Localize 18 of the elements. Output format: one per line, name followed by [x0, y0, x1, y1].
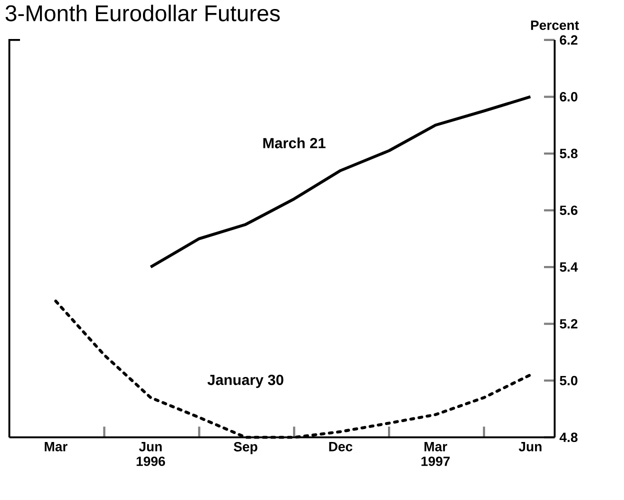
y-tick-label: 5.8: [560, 148, 578, 158]
chart-title: 3-Month Eurodollar Futures: [6, 4, 280, 22]
x-tick-label: Mar 1997: [421, 442, 450, 466]
y-tick-label: 6.0: [560, 92, 578, 102]
x-tick-label: Sep: [234, 442, 258, 454]
y-tick-label: 4.8: [560, 432, 578, 442]
y-axis-title: Percent: [531, 20, 579, 30]
y-tick-label: 5.4: [560, 262, 578, 272]
x-tick-label: Jun 1996: [136, 442, 166, 466]
text: January 30: [208, 374, 284, 388]
series-label: March 21: [263, 138, 326, 148]
y-tick-label: 5.0: [560, 376, 578, 386]
x-tick-label: Mar: [44, 442, 68, 452]
x-tick-label: Jun: [518, 442, 542, 452]
x-tick-label: Dec: [329, 442, 352, 452]
y-tick-label: 5.2: [560, 319, 578, 329]
y-tick-label: 6.2: [560, 35, 578, 45]
y-tick-label: 5.6: [560, 206, 578, 215]
